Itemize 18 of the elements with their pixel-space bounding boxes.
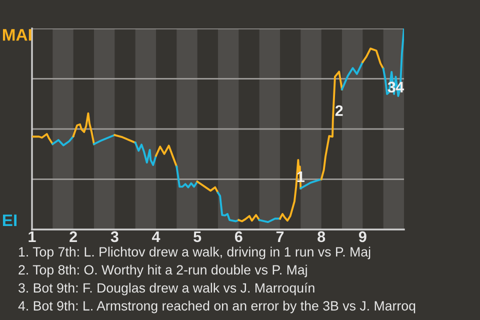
text: EI — [2, 214, 16, 226]
x-tick-label: 4 — [152, 231, 160, 242]
x-tick-label: 5 — [194, 231, 202, 242]
x-tick-label: 1 — [28, 231, 36, 242]
x-tick-label: 2 — [70, 231, 77, 242]
x-tick-label: 6 — [234, 231, 242, 242]
text: 3. Bot 9th: F. Douglas drew a walk vs J. Marroquín — [18, 282, 314, 296]
x-tick-label: 7 — [276, 231, 284, 242]
annotation: 2 — [335, 105, 343, 116]
text: 1. Top 7th: L. Plichtov drew a walk, driving in 1 run vs P. Maj — [19, 246, 370, 260]
text: MAI — [2, 29, 32, 41]
x-tick-label: 8 — [318, 231, 326, 242]
text: 2. Top 8th: O. Worthy hit a 2-run double vs P. Maj — [18, 264, 307, 278]
text: 4. Bot 9th: L. Armstrong reached on an error by the 3B vs J. Marroq — [18, 300, 416, 314]
x-tick-label: 3 — [110, 231, 118, 242]
annotation: 1 — [297, 171, 304, 182]
x-tick-label: 9 — [358, 231, 366, 242]
annotation: 4 — [396, 82, 404, 92]
